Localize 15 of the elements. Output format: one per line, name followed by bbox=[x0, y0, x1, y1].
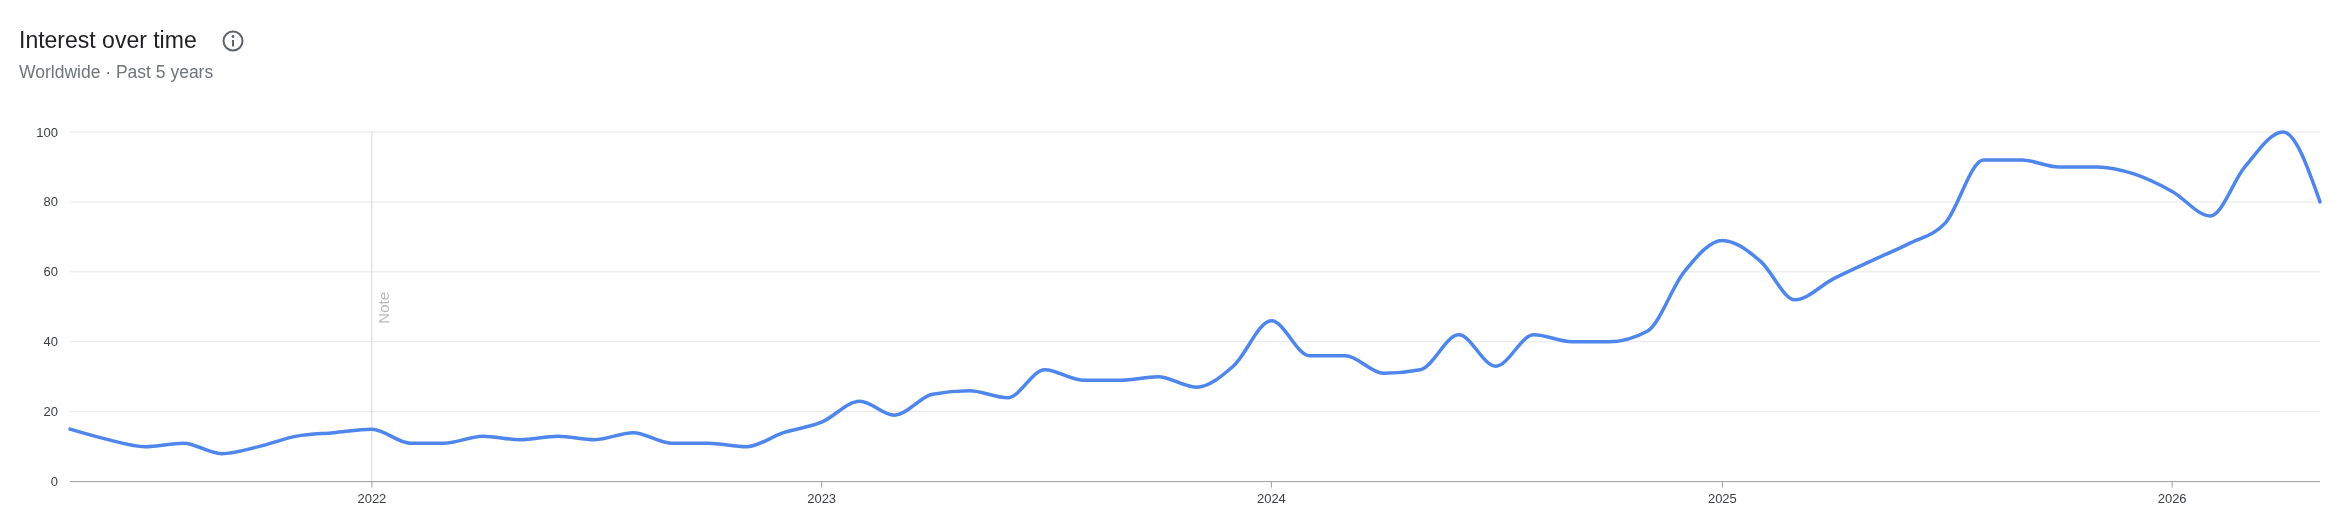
x-tick-label: 2024 bbox=[1256, 491, 1286, 506]
x-tick-label: 2023 bbox=[807, 491, 837, 506]
x-tick-label: 2026 bbox=[2157, 491, 2187, 506]
y-tick-label: 100 bbox=[36, 124, 58, 140]
x-tick-label: 2025 bbox=[1707, 491, 1737, 506]
x-tick-label: 2022 bbox=[357, 491, 387, 506]
chart-title: Interest over time bbox=[19, 27, 197, 53]
y-tick-label: 20 bbox=[43, 404, 58, 420]
y-tick-label: 80 bbox=[43, 194, 58, 210]
chart-subtitle: Worldwide · Past 5 years bbox=[19, 62, 214, 82]
ref-line-label: Note bbox=[374, 291, 392, 324]
line-series bbox=[68, 130, 2322, 456]
y-tick-label: 0 bbox=[50, 474, 58, 490]
y-tick-label: 40 bbox=[43, 334, 58, 350]
y-tick-label: 60 bbox=[43, 264, 58, 280]
